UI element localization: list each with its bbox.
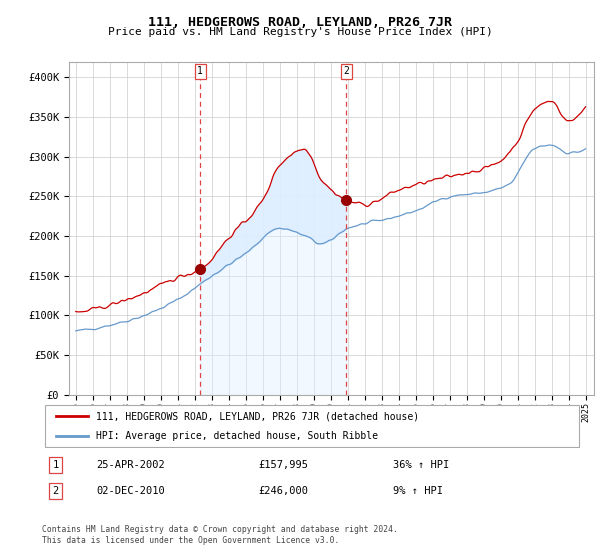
Text: 9% ↑ HPI: 9% ↑ HPI [393, 486, 443, 496]
Text: 2: 2 [52, 486, 59, 496]
Text: 1: 1 [52, 460, 59, 470]
Text: Price paid vs. HM Land Registry's House Price Index (HPI): Price paid vs. HM Land Registry's House … [107, 27, 493, 37]
Text: 36% ↑ HPI: 36% ↑ HPI [393, 460, 449, 470]
Text: 02-DEC-2010: 02-DEC-2010 [96, 486, 165, 496]
Text: 1: 1 [197, 66, 203, 76]
Text: £157,995: £157,995 [258, 460, 308, 470]
Text: HPI: Average price, detached house, South Ribble: HPI: Average price, detached house, Sout… [96, 431, 378, 441]
Text: 111, HEDGEROWS ROAD, LEYLAND, PR26 7JR: 111, HEDGEROWS ROAD, LEYLAND, PR26 7JR [148, 16, 452, 29]
Text: £246,000: £246,000 [258, 486, 308, 496]
Text: 25-APR-2002: 25-APR-2002 [96, 460, 165, 470]
Text: 2: 2 [343, 66, 349, 76]
Text: Contains HM Land Registry data © Crown copyright and database right 2024.
This d: Contains HM Land Registry data © Crown c… [42, 525, 398, 545]
Text: 111, HEDGEROWS ROAD, LEYLAND, PR26 7JR (detached house): 111, HEDGEROWS ROAD, LEYLAND, PR26 7JR (… [96, 411, 419, 421]
